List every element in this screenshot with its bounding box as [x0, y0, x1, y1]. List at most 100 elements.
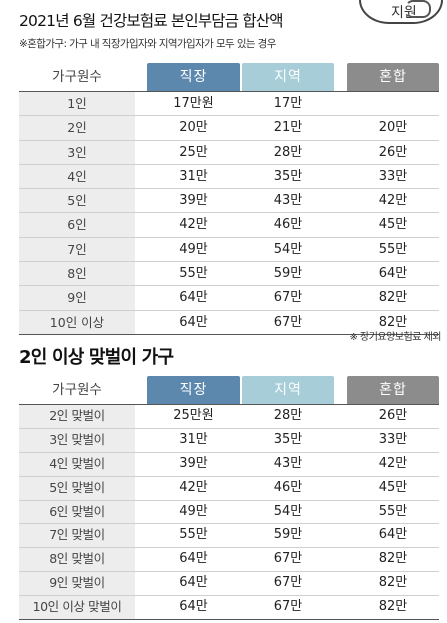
row-label: 6인 맞벌이	[19, 500, 135, 524]
cell-regional: 35만	[273, 431, 303, 447]
row-label: 3인 맞벌이	[19, 428, 135, 452]
cell-mixed: 55만	[378, 503, 408, 519]
cell-mixed	[347, 92, 439, 115]
cell-mixed: 42만	[378, 193, 408, 209]
table-row: 8인 맞벌이 64만 67만 82만	[19, 548, 439, 573]
row-label: 5인	[19, 189, 135, 213]
footnote: ※ 장기요양보험료 제외	[349, 332, 441, 343]
cell-mixed: 26만	[378, 144, 408, 160]
corner-logo-badge: 지원	[359, 0, 443, 24]
table-body: 2인 맞벌이 25만원 28만 26만 3인 맞벌이 31만 35만 33만 4인 맞벌이 39만…	[19, 404, 439, 621]
cell-regional: 67만	[273, 599, 303, 615]
cell-mixed: 26만	[378, 408, 408, 423]
table-row: 4인 31만 35만 33만	[19, 164, 439, 190]
row-label: 2인	[19, 116, 135, 140]
cell-mixed: 82만	[378, 290, 408, 306]
header-mixed: 혼합	[347, 376, 439, 404]
cell-mixed: 82만	[378, 551, 408, 567]
swirl-icon	[405, 0, 431, 18]
table-row: 1인 17만원 17만	[19, 92, 439, 117]
table-header: 가구원수 직장 지역 혼합	[19, 376, 439, 404]
cell-employee: 39만	[179, 455, 208, 471]
cell-employee: 42만	[179, 479, 208, 495]
cell-employee: 31만	[179, 431, 208, 447]
cell-regional: 17만	[273, 96, 303, 111]
cell-employee: 64만	[179, 599, 208, 615]
table-row: 9인 맞벌이 64만 67만 82만	[19, 572, 439, 597]
premium-table: 가구원수 직장 지역 혼합 1인 17만원 17만 2인 20만 21만 20만 3인 25만 2…	[19, 63, 439, 335]
cell-mixed: 82만	[378, 575, 408, 591]
table-row: 7인 49만 54만 55만	[19, 237, 439, 263]
section-title-dual-income: 2인 이상 맞벌이 가구	[19, 347, 174, 368]
row-label: 2인 맞벌이	[19, 405, 135, 428]
cell-mixed: 64만	[378, 527, 408, 543]
cell-regional: 67만	[273, 314, 303, 330]
cell-regional: 28만	[273, 144, 303, 160]
table-row: 2인 맞벌이 25만원 28만 26만	[19, 405, 439, 429]
cell-regional: 28만	[273, 408, 303, 423]
cell-employee: 25만	[179, 144, 208, 160]
cell-mixed: 45만	[378, 217, 408, 233]
cell-mixed: 42만	[378, 455, 408, 471]
cell-mixed: 82만	[378, 314, 408, 330]
table-row: 10인 이상 맞벌이 64만 67만 82만	[19, 596, 439, 621]
cell-mixed: 55만	[378, 241, 408, 257]
header-employee: 직장	[147, 63, 240, 91]
cell-employee: 64만	[179, 290, 208, 306]
table-row: 4인 맞벌이 39만 43만 42만	[19, 452, 439, 477]
table-row: 9인 64만 67만 82만	[19, 286, 439, 311]
row-label: 4인 맞벌이	[19, 452, 135, 476]
table-row: 5인 맞벌이 42만 46만 45만	[19, 476, 439, 501]
table-row: 8인 55만 59만 64만	[19, 262, 439, 287]
cell-regional: 46만	[273, 479, 303, 495]
table-row: 3인 맞벌이 31만 35만 33만	[19, 428, 439, 453]
cell-mixed: 33만	[378, 431, 408, 447]
header-mixed: 혼합	[347, 63, 439, 91]
cell-employee: 55만	[179, 527, 208, 543]
cell-employee: 31만	[179, 168, 208, 184]
cell-regional: 35만	[273, 168, 303, 184]
mixed-household-note: ※혼합가구: 가구 내 직장가입자와 지역가입자가 모두 있는 경우	[19, 38, 276, 50]
cell-employee: 20만	[179, 120, 208, 136]
row-label: 3인	[19, 140, 135, 164]
cell-employee: 55만	[179, 266, 208, 282]
cell-employee: 17만원	[173, 96, 214, 111]
cell-regional: 54만	[273, 241, 303, 257]
row-label: 5인 맞벌이	[19, 476, 135, 500]
header-household-size: 가구원수	[52, 382, 102, 398]
cell-employee: 49만	[179, 503, 208, 519]
table-row: 5인 39만 43만 42만	[19, 189, 439, 214]
cell-regional: 67만	[273, 575, 303, 591]
row-label: 6인	[19, 213, 135, 237]
row-label: 8인 맞벌이	[19, 548, 135, 572]
cell-mixed: 64만	[378, 266, 408, 282]
header-employee: 직장	[147, 376, 240, 404]
table-row: 10인 이상 64만 67만 82만	[19, 310, 439, 335]
table-row: 3인 25만 28만 26만	[19, 140, 439, 165]
cell-employee: 39만	[179, 193, 208, 209]
cell-mixed: 45만	[378, 479, 408, 495]
table-row: 2인 20만 21만 20만	[19, 116, 439, 141]
cell-mixed: 82만	[378, 599, 408, 615]
cell-regional: 21만	[273, 120, 303, 136]
cell-employee: 64만	[179, 575, 208, 591]
row-label: 9인	[19, 286, 135, 310]
cell-regional: 43만	[273, 193, 303, 209]
table-body: 1인 17만원 17만 2인 20만 21만 20만 3인 25만 28만 26만 4인 31만 35만 3…	[19, 91, 439, 335]
cell-regional: 54만	[273, 503, 303, 519]
row-label: 10인 이상	[19, 310, 135, 334]
cell-regional: 43만	[273, 455, 303, 471]
cell-regional: 67만	[273, 551, 303, 567]
header-regional: 지역	[242, 376, 334, 404]
table-row: 7인 맞벌이 55만 59만 64만	[19, 524, 439, 549]
row-label: 4인	[19, 164, 135, 189]
cell-regional: 46만	[273, 217, 303, 233]
header-household-size: 가구원수	[52, 69, 102, 85]
row-label: 8인	[19, 262, 135, 286]
row-label: 7인	[19, 237, 135, 262]
row-label: 9인 맞벌이	[19, 572, 135, 596]
cell-mixed: 20만	[378, 120, 408, 136]
cell-employee: 49만	[179, 241, 208, 257]
cell-employee: 64만	[179, 551, 208, 567]
header-regional: 지역	[242, 63, 334, 91]
